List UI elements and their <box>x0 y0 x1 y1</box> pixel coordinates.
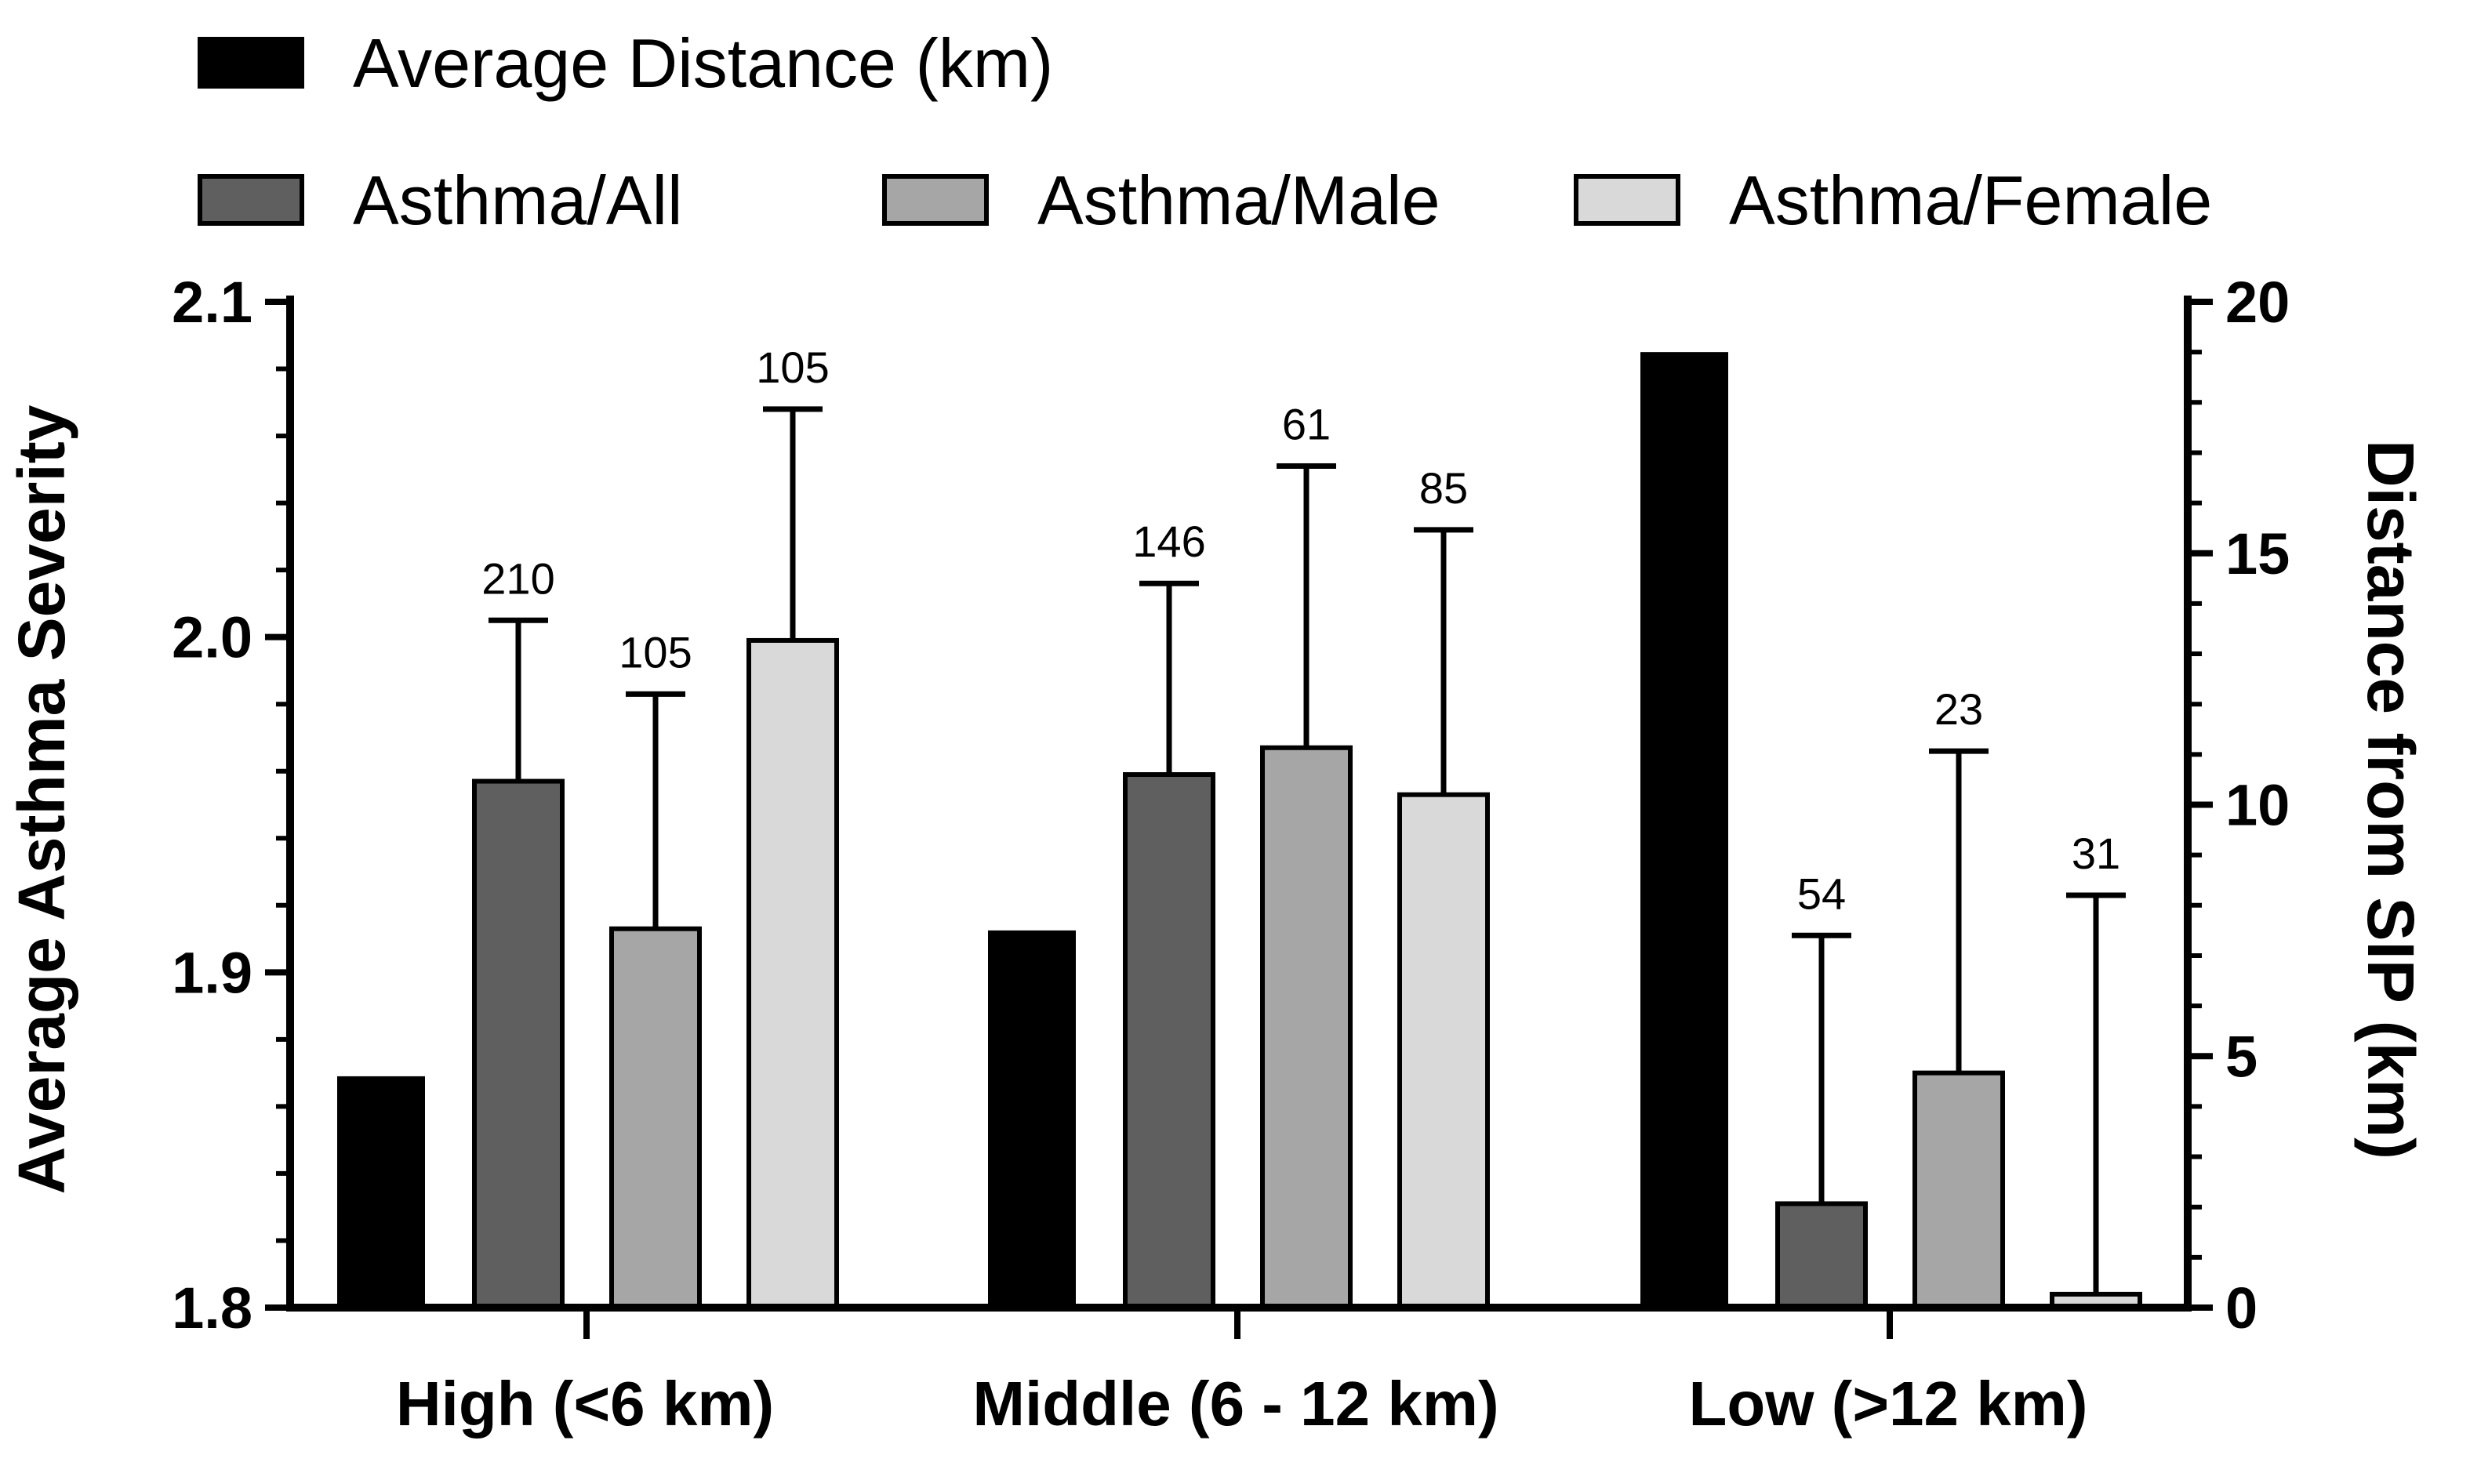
n-label-1-3: 105 <box>619 627 692 677</box>
n-label-2-2: 146 <box>1132 517 1205 566</box>
legend-swatch-1 <box>198 37 304 89</box>
legend-label-2: Asthma/All <box>353 161 683 239</box>
y-right-tick-label-4: 20 <box>2225 270 2290 335</box>
bar-2-2 <box>1123 772 1215 1310</box>
bar-2-4 <box>1397 792 1490 1310</box>
x-category-label-0: High (<6 km) <box>396 1369 774 1439</box>
y-right-tick-label-0: 0 <box>2225 1275 2258 1341</box>
y-left-tick-label-2: 2.0 <box>172 605 252 670</box>
y-right-axis-title: Distance from SIP (km) <box>2354 440 2428 1159</box>
x-category-label-2: Low (>12 km) <box>1688 1369 2087 1439</box>
y-right-tick-label-2: 10 <box>2225 773 2290 838</box>
n-label-3-2: 54 <box>1797 869 1846 918</box>
y-left-tick-label-1: 1.9 <box>172 940 252 1005</box>
bars <box>337 352 2142 1311</box>
n-label-2-4: 85 <box>1419 463 1468 513</box>
axes: 1.8 1.9 2.0 2.1 0 5 10 15 20 High (<6 km) Middle (… <box>172 270 2290 1439</box>
n-label-2-3: 61 <box>1282 400 1331 449</box>
bar-3-1 <box>1640 352 1728 1308</box>
bar-3-2 <box>1775 1201 1868 1310</box>
bar-3-3 <box>1912 1070 2005 1310</box>
legend-swatch-3 <box>882 174 989 226</box>
bar-1-1 <box>337 1076 425 1308</box>
legend-label-3: Asthma/Male <box>1037 161 1440 239</box>
bar-1-3 <box>609 926 702 1311</box>
x-category-label-1: Middle (6 - 12 km) <box>972 1369 1498 1439</box>
legend-label-4: Asthma/Female <box>1729 161 2212 239</box>
legend-label-1: Average Distance (km) <box>353 24 1053 102</box>
bar-2-3 <box>1260 745 1353 1310</box>
legend-swatch-2 <box>198 174 304 226</box>
bar-1-2 <box>472 778 565 1310</box>
y-left-axis-title: Average Asthma Severity <box>5 405 78 1194</box>
n-label-1-4: 105 <box>756 343 829 392</box>
sample-size-labels: 210 105 105 146 61 85 54 23 31 <box>481 343 2120 918</box>
legend: Average Distance (km) Asthma/All Asthma/Ma… <box>198 24 2212 239</box>
y-left-tick-label-3: 2.1 <box>172 270 252 335</box>
n-label-1-2: 210 <box>481 553 554 603</box>
n-label-3-4: 31 <box>2072 829 2120 878</box>
legend-swatch-4 <box>1574 174 1680 226</box>
error-bars <box>489 406 2126 1294</box>
bar-1-4 <box>746 637 839 1310</box>
y-left-tick-label-0: 1.8 <box>172 1275 252 1341</box>
bar-2-1 <box>988 930 1076 1308</box>
y-right-tick-label-1: 5 <box>2225 1024 2258 1089</box>
y-right-tick-label-3: 15 <box>2225 521 2290 586</box>
n-label-3-3: 23 <box>1934 684 1983 734</box>
